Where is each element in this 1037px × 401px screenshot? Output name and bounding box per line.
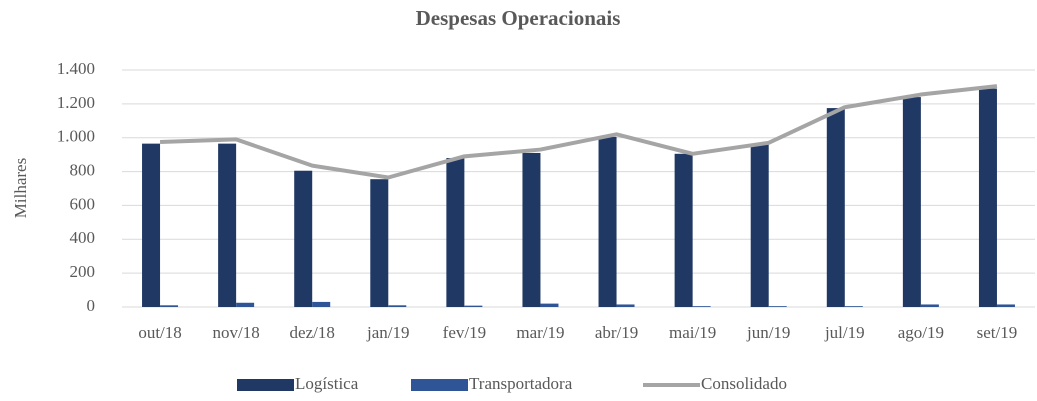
bar <box>540 303 559 307</box>
bar <box>142 143 161 307</box>
x-tick-label: abr/19 <box>595 323 638 342</box>
x-tick-label: fev/19 <box>443 323 486 342</box>
bar <box>464 305 483 307</box>
y-tick-label: 800 <box>70 160 96 179</box>
bar <box>978 88 997 307</box>
bar <box>692 306 711 307</box>
bar <box>370 179 389 307</box>
bar <box>522 152 541 307</box>
y-tick-label: 600 <box>70 194 96 213</box>
bar <box>844 306 863 307</box>
bar <box>616 304 635 307</box>
bar <box>294 170 313 307</box>
y-tick-label: 1.000 <box>57 127 95 146</box>
bar <box>218 143 237 307</box>
x-tick-label: jun/19 <box>746 323 790 342</box>
legend-label: Consolidado <box>701 374 787 393</box>
chart-title: Despesas Operacionais <box>416 6 621 30</box>
x-tick-label: out/18 <box>138 323 181 342</box>
bar <box>388 305 407 307</box>
x-tick-label: ago/19 <box>898 323 944 342</box>
bar <box>768 306 787 307</box>
legend-swatch <box>411 379 468 391</box>
bar <box>674 153 693 307</box>
legend-label: Logística <box>295 374 359 393</box>
x-tick-label: nov/18 <box>213 323 260 342</box>
legend-label: Transportadora <box>469 374 573 393</box>
bar <box>750 143 769 307</box>
y-tick-label: 200 <box>70 262 96 281</box>
x-tick-label: mar/19 <box>516 323 564 342</box>
x-tick-label: set/19 <box>977 323 1018 342</box>
bar <box>312 301 331 307</box>
bar <box>598 136 617 307</box>
bar <box>902 97 921 307</box>
y-tick-label: 400 <box>70 228 96 247</box>
bar <box>160 305 179 307</box>
x-tick-label: jan/19 <box>366 323 410 342</box>
bar <box>996 304 1015 307</box>
x-tick-label: jul/19 <box>824 323 865 342</box>
bar <box>236 302 255 307</box>
bar <box>826 108 845 307</box>
line <box>159 84 998 180</box>
bar <box>446 158 465 307</box>
legend-swatch <box>237 379 294 391</box>
x-tick-label: mai/19 <box>669 323 716 342</box>
y-axis-label: Milhares <box>11 158 30 218</box>
y-tick-label: 1.200 <box>57 93 95 112</box>
x-tick-label: dez/18 <box>290 323 335 342</box>
y-tick-label: 1.400 <box>57 59 95 78</box>
bar <box>920 304 939 307</box>
y-tick-label: 0 <box>87 296 96 315</box>
